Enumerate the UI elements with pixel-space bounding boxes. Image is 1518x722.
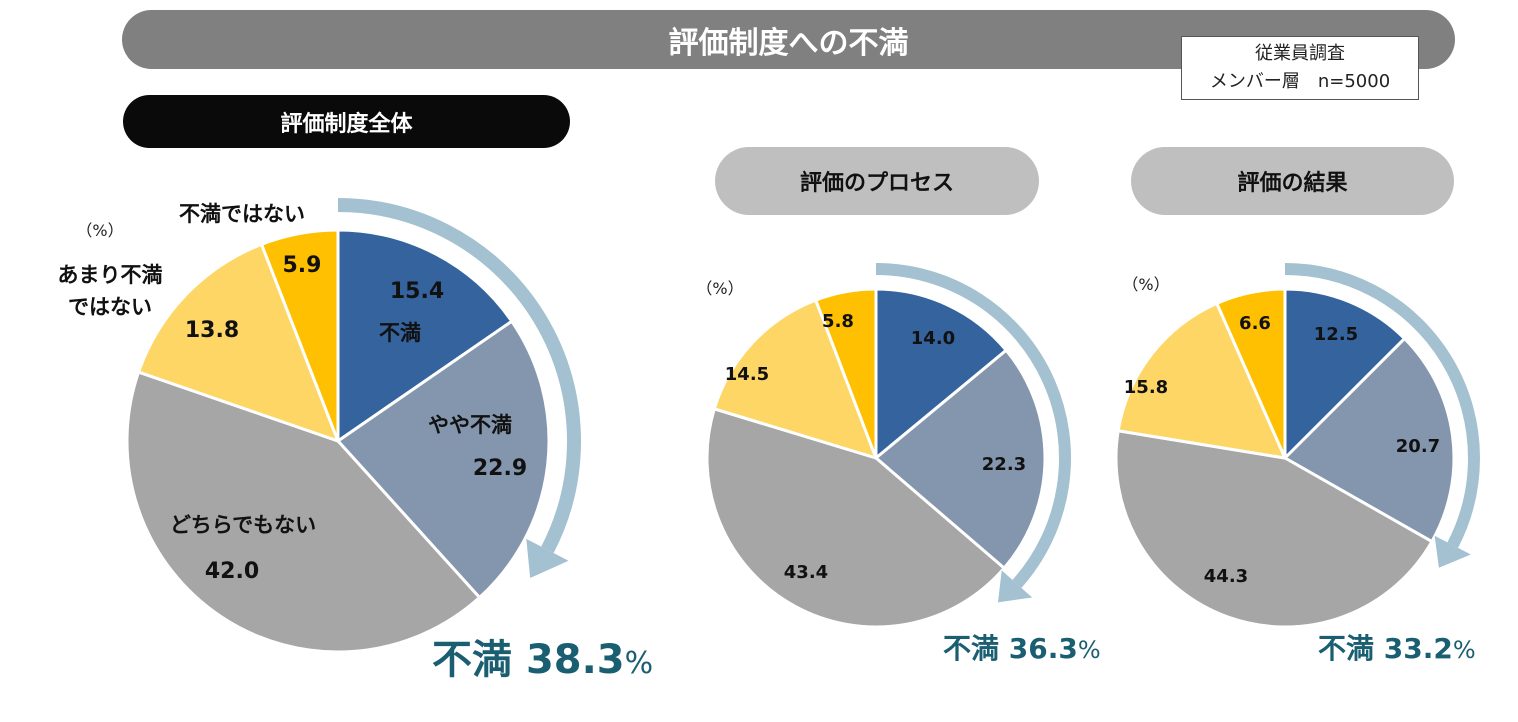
- unit-label: （%）: [1122, 275, 1169, 294]
- chart-title-result: 評価の結果: [1131, 147, 1454, 215]
- slice-value-label: 22.3: [982, 454, 1026, 475]
- pie-slice-5: [1214, 287, 1287, 459]
- total-dissatisfaction-label: 不満 38.3%: [432, 637, 653, 683]
- survey-line-2: メンバー層 n=5000: [1209, 71, 1391, 92]
- slice-value-label: 13.8: [185, 318, 239, 343]
- slice-value-label: 22.9: [473, 456, 527, 481]
- slice-value-label: 15.8: [1124, 377, 1168, 398]
- pie-slice-2: [873, 348, 1047, 571]
- arrow-head: [997, 570, 1033, 603]
- dissatisfaction-arrow: [875, 263, 1071, 588]
- slice-category-label: やや不満: [428, 413, 512, 437]
- survey-info-box: 従業員調査 メンバー層 n=5000: [1181, 36, 1419, 100]
- slice-value-label: 20.7: [1396, 436, 1440, 457]
- pie-slice-1: [1283, 287, 1407, 462]
- pie-slice-1: [336, 228, 514, 444]
- dissatisfaction-arrow: [1284, 263, 1480, 548]
- chart-title-process: 評価のプロセス: [715, 147, 1039, 215]
- slice-value-label: 43.4: [784, 562, 828, 583]
- chart-title-overall: 評価制度全体: [123, 95, 570, 148]
- pie-slice-2: [335, 319, 551, 600]
- arrow-head: [526, 538, 569, 578]
- arrow-head: [1434, 535, 1471, 568]
- pie-slice-3: [705, 406, 1007, 629]
- total-dissatisfaction-label: 不満 36.3%: [943, 632, 1101, 665]
- slice-value-label: 42.0: [205, 559, 259, 584]
- slice-category-label: どちらでもない: [170, 513, 316, 537]
- pie-slice-3: [1114, 429, 1434, 629]
- slice-value-label: 14.0: [911, 328, 955, 349]
- pie-chart-1: 14.0 22.3 43.4 14.5 5.8 （%） 不満 36.3%: [696, 263, 1101, 665]
- unit-label: （%）: [696, 279, 743, 298]
- slice-category-label: あまり不満ではない: [58, 263, 163, 319]
- pie-slice-3: [125, 370, 482, 654]
- unit-label: （%）: [76, 221, 123, 240]
- slice-category-label: 不満: [379, 321, 421, 345]
- slice-value-label: 5.9: [283, 253, 322, 278]
- slice-value-label: 15.4: [390, 279, 444, 304]
- pie-slice-1: [874, 287, 1009, 462]
- survey-line-1: 従業員調査: [1255, 43, 1345, 64]
- total-dissatisfaction-label: 不満 33.2%: [1318, 632, 1476, 665]
- dissatisfaction-arrow: [337, 198, 581, 554]
- slice-value-label: 6.6: [1239, 313, 1271, 334]
- pie-chart-2: 12.5 20.7 44.3 15.8 6.6 （%） 不満 33.2%: [1114, 263, 1480, 665]
- pie-slice-4: [712, 298, 879, 461]
- pie-slice-5: [813, 287, 878, 459]
- slice-value-label: 14.5: [725, 364, 769, 385]
- slice-value-label: 5.8: [822, 311, 854, 332]
- slice-value-label: 44.3: [1204, 566, 1248, 587]
- slice-category-label: 不満ではない: [179, 202, 305, 226]
- pie-slice-5: [259, 228, 340, 442]
- slice-value-label: 12.5: [1314, 324, 1358, 345]
- pie-slice-4: [1116, 301, 1288, 460]
- pie-slice-4: [136, 242, 341, 444]
- pie-slice-2: [1282, 336, 1456, 544]
